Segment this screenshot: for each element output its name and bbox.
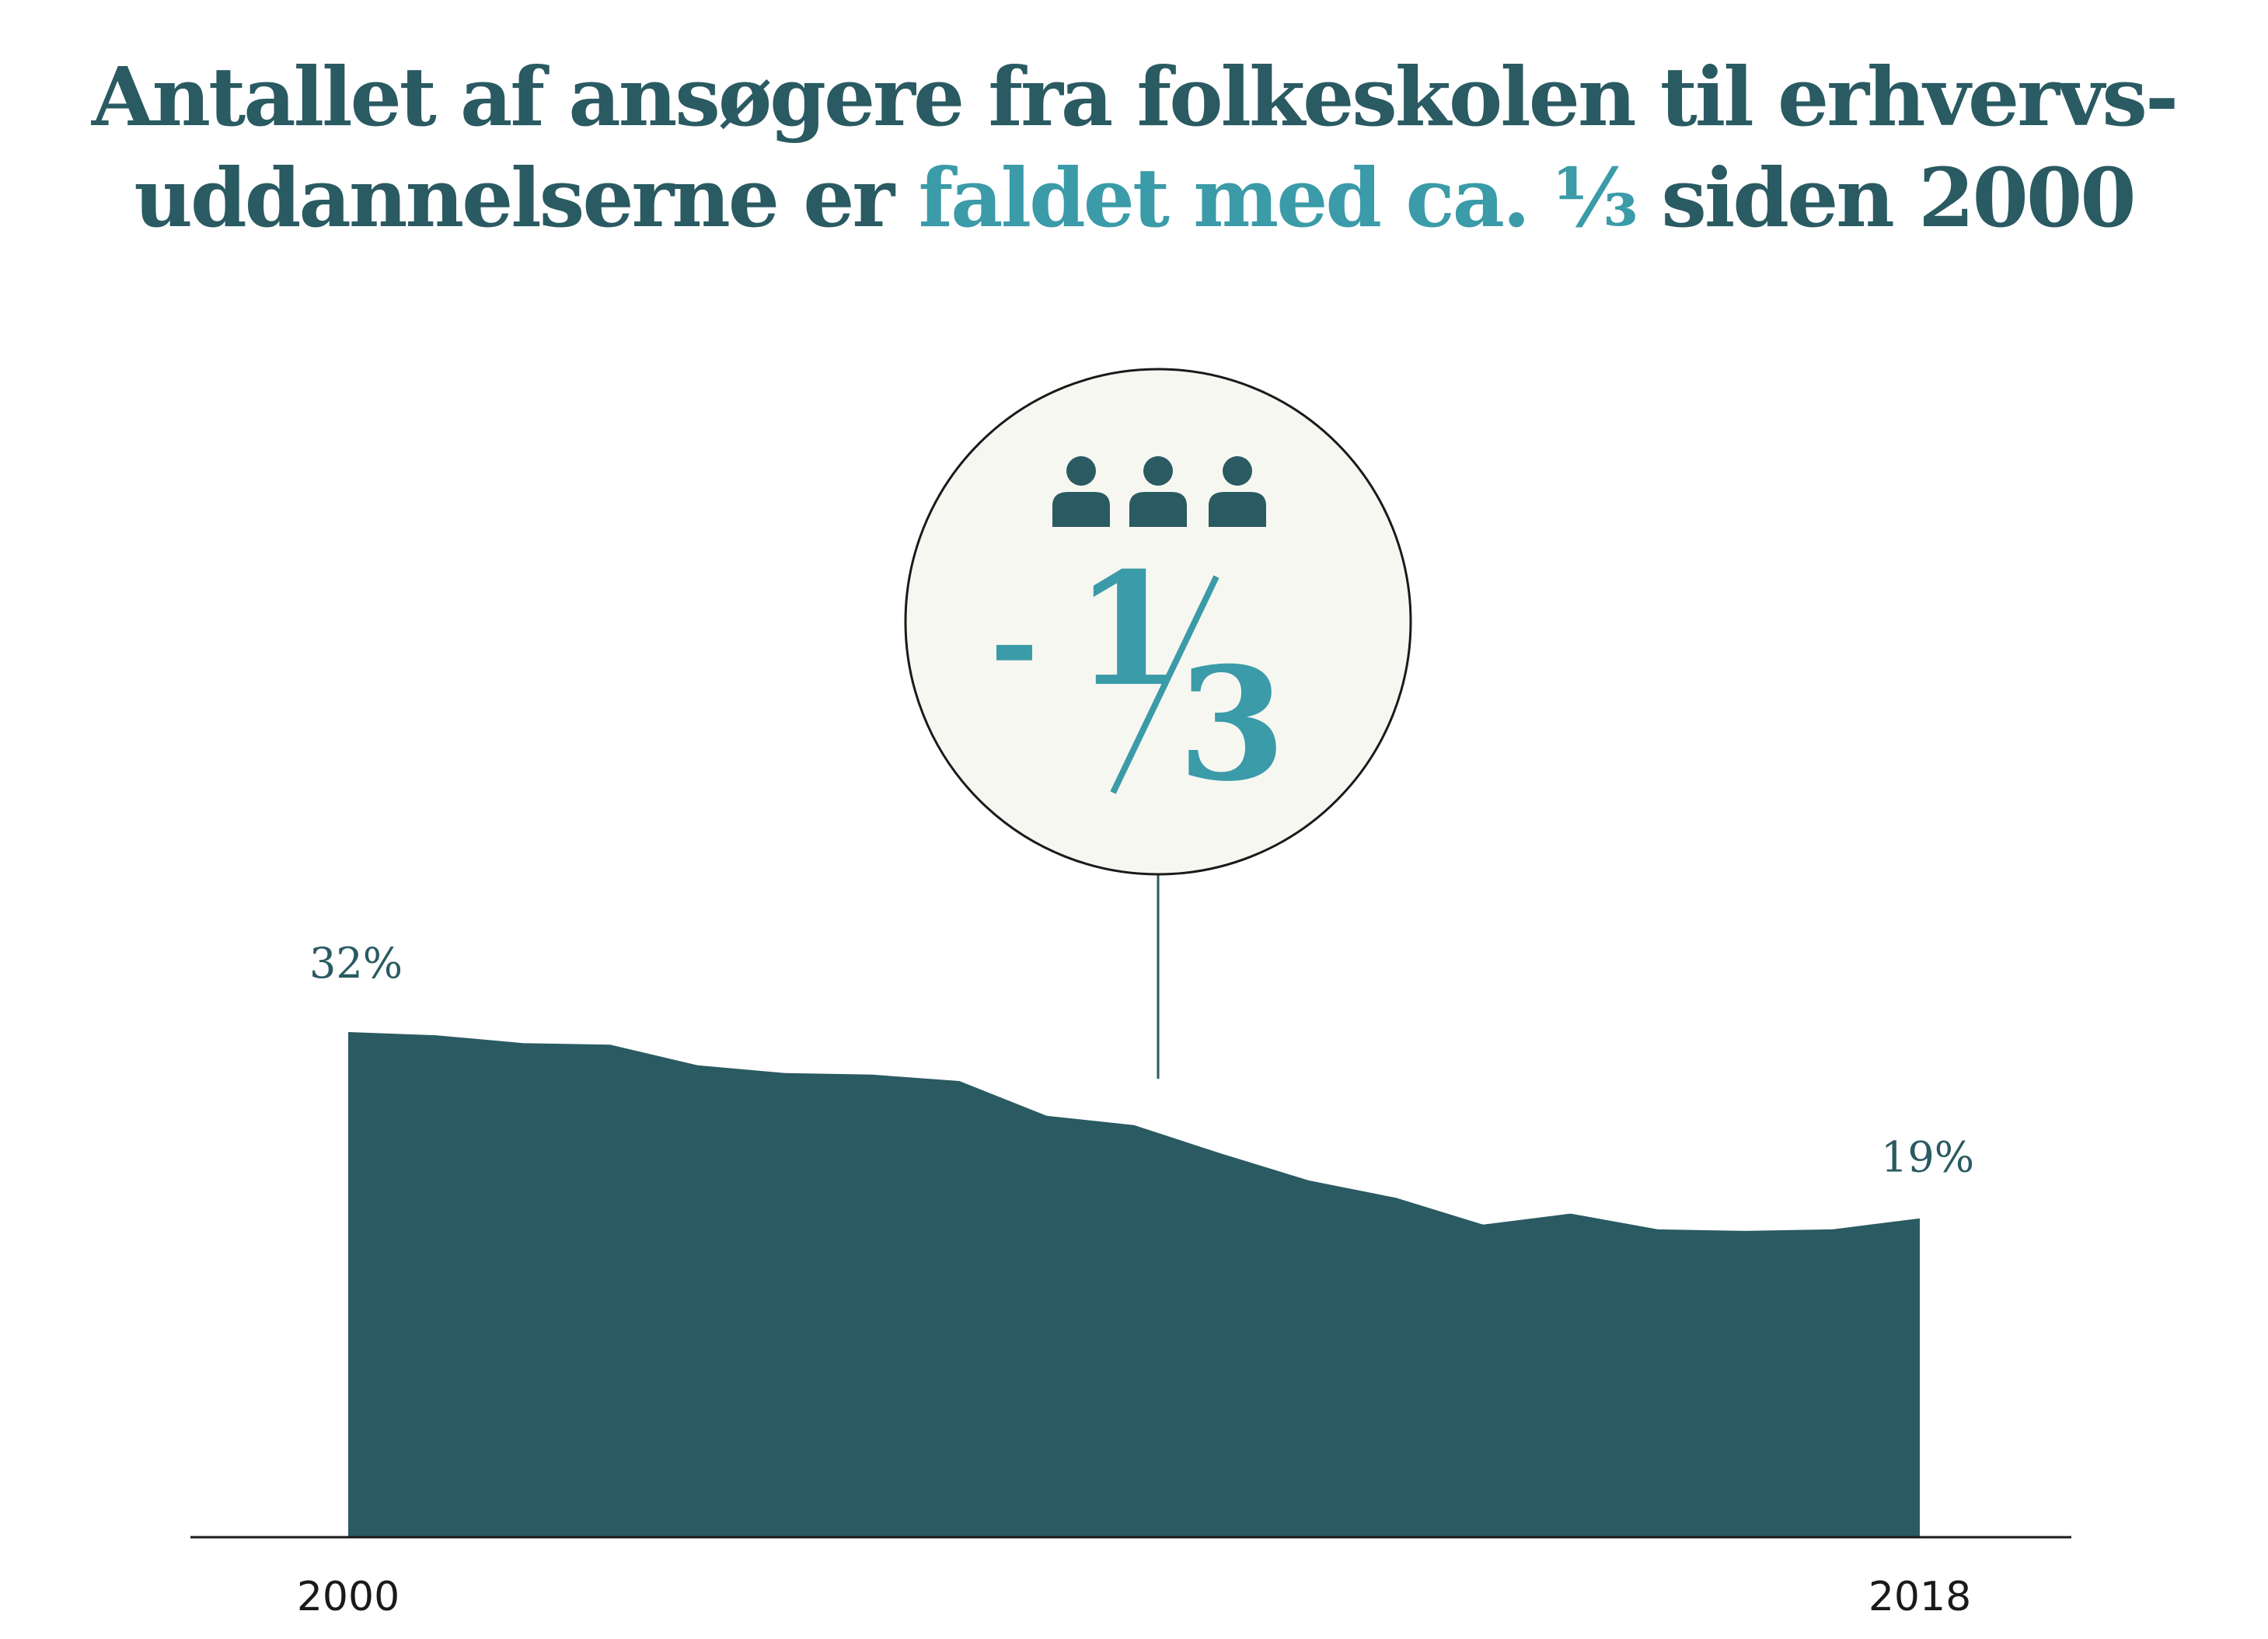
callout-minus: - bbox=[990, 575, 1038, 712]
fraction-slash bbox=[1110, 575, 1219, 794]
title-line-1: Antallet af ansøgere fra folkeskolen til… bbox=[91, 49, 2179, 145]
callout-badge: - 1 3 bbox=[904, 368, 1412, 876]
callout-numerator: 1 bbox=[1074, 539, 1182, 721]
three-people-icon bbox=[1052, 456, 1266, 527]
x-tick-label-start: 2000 bbox=[297, 1574, 400, 1620]
start-value-label: 32% bbox=[309, 939, 403, 988]
title-line-2-start: uddannelserne er bbox=[134, 150, 919, 246]
title-highlight: faldet med ca. ⅓ bbox=[918, 150, 1638, 246]
title-line-2-end: siden 2000 bbox=[1635, 150, 2136, 246]
chart-title: Antallet af ansøgere fra folkeskolen til… bbox=[0, 47, 2268, 249]
x-tick-label-end: 2018 bbox=[1868, 1574, 1971, 1620]
area-series bbox=[348, 1032, 1920, 1537]
end-value-label: 19% bbox=[1881, 1133, 1974, 1182]
callout-circle bbox=[904, 368, 1412, 876]
callout-denominator: 3 bbox=[1178, 633, 1286, 816]
